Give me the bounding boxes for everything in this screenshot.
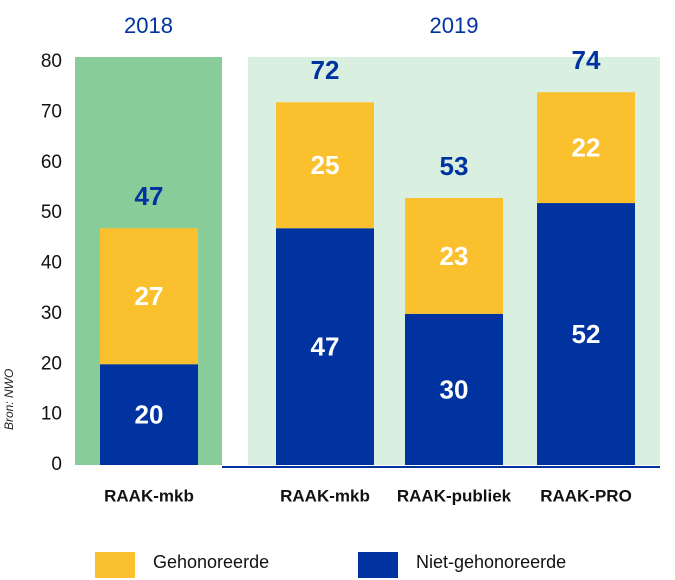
bar-segment xyxy=(100,364,198,465)
x-tick-label: RAAK-publiek xyxy=(397,486,512,505)
total-label: 47 xyxy=(135,181,164,211)
value-label: 52 xyxy=(572,319,601,349)
y-tick-label: 30 xyxy=(41,303,62,324)
bar-segment xyxy=(276,228,374,465)
legend-swatch xyxy=(95,552,135,578)
value-label: 27 xyxy=(135,281,164,311)
y-tick-label: 70 xyxy=(41,101,62,122)
value-label: 22 xyxy=(572,133,601,163)
legend-label: Gehonoreerde xyxy=(153,552,269,572)
bar-segment xyxy=(405,313,503,465)
x-tick-label: RAAK-mkb xyxy=(104,486,194,505)
total-label: 72 xyxy=(311,55,340,85)
bar-segment xyxy=(276,102,374,229)
value-label: 20 xyxy=(135,400,164,430)
value-label: 23 xyxy=(440,241,469,271)
y-tick-label: 80 xyxy=(41,51,62,72)
bar-segment xyxy=(405,198,503,314)
value-label: 30 xyxy=(440,374,469,404)
total-label: 74 xyxy=(572,45,601,75)
y-tick-label: 60 xyxy=(41,152,62,173)
y-tick-label: 10 xyxy=(41,404,62,425)
x-tick-label: RAAK-PRO xyxy=(540,486,632,505)
y-tick-label: 20 xyxy=(41,353,62,374)
legend-swatch xyxy=(358,552,398,578)
bar-segment xyxy=(537,92,635,204)
y-tick-label: 40 xyxy=(41,253,62,274)
group-label: 2018 xyxy=(124,13,173,38)
group-label: 2019 xyxy=(430,13,479,38)
y-tick-label: 50 xyxy=(41,202,62,223)
x-tick-label: RAAK-mkb xyxy=(280,486,370,505)
value-label: 47 xyxy=(311,331,340,361)
total-label: 53 xyxy=(440,151,469,181)
value-label: 25 xyxy=(311,150,340,180)
legend-label: Niet-gehonoreerde xyxy=(416,552,566,572)
y-tick-label: 0 xyxy=(51,454,62,475)
bar-segment xyxy=(537,203,635,466)
source: Bron: NWO xyxy=(2,369,16,430)
bar-segment xyxy=(100,228,198,365)
